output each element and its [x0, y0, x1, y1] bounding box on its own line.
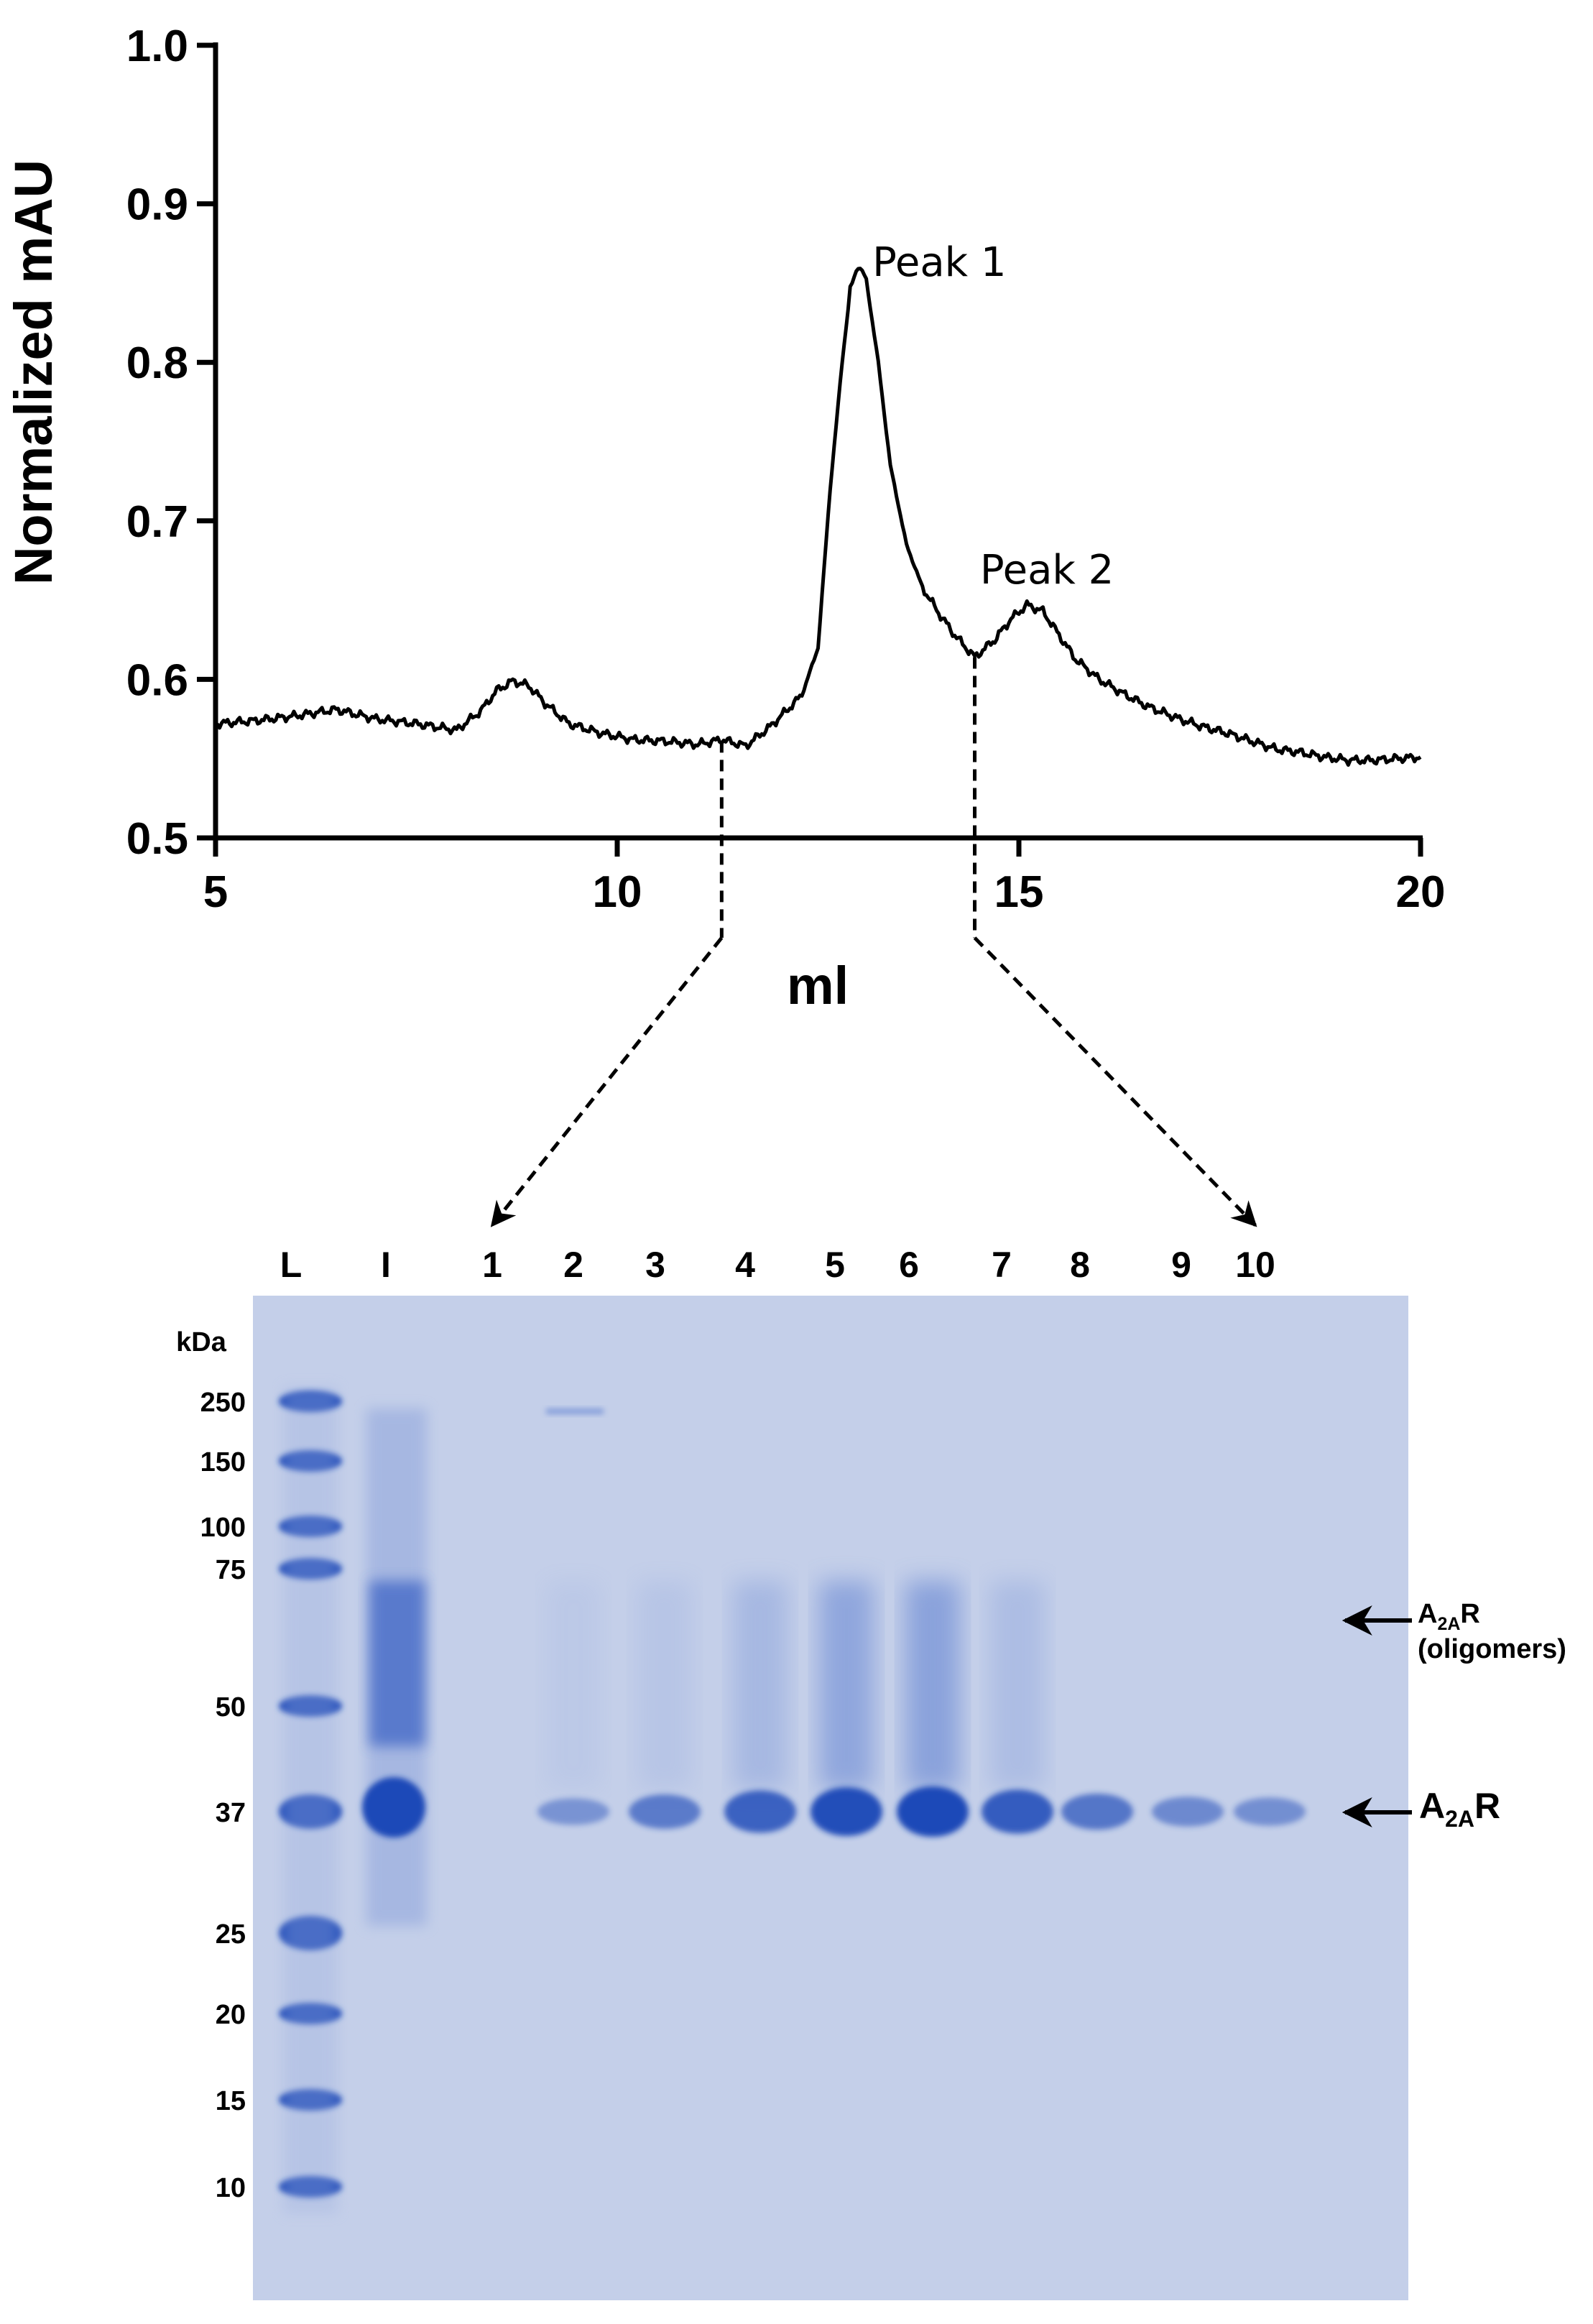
lane-labels: L I 1 2 3 4 5 6 7 8 9 10: [280, 1245, 1275, 1285]
marker-label: 20: [216, 2000, 246, 2030]
oligomer-label: A2AR: [1418, 1599, 1480, 1634]
marker-label: 100: [200, 1513, 246, 1543]
input-oligomer-smear: [369, 1581, 425, 1746]
monomer-band: [537, 1798, 609, 1825]
input-lane: [362, 1408, 427, 1926]
ladder-lane: [279, 1387, 342, 2213]
x-tick-label: 20: [1396, 867, 1446, 917]
oligomer-smear: [905, 1581, 960, 1789]
monomer-band: [1152, 1797, 1224, 1827]
monomer-band: [1234, 1797, 1306, 1826]
lane-label: 3: [645, 1245, 665, 1285]
marker-label: 250: [200, 1388, 246, 1418]
oligomer-smear: [990, 1581, 1045, 1789]
monomer-band: [811, 1787, 882, 1836]
peak-2-label: Peak 2: [980, 547, 1114, 594]
lane-label: 10: [1235, 1245, 1275, 1285]
x-tick-label: 15: [994, 867, 1044, 917]
oligomer-label-line2: (oligomers): [1418, 1634, 1566, 1664]
lane-label: 4: [735, 1245, 755, 1285]
lane-label: 5: [825, 1245, 845, 1285]
ladder-streak: [283, 1387, 338, 2213]
marker-labels: 250 150 100 75 50 37 25 20 15 10: [200, 1388, 246, 2203]
oligomer-smear: [546, 1581, 601, 1789]
peak-1-label: Peak 1: [872, 239, 1006, 286]
x-tick-label: 5: [203, 867, 228, 917]
lane-label: 8: [1070, 1245, 1090, 1285]
oligomer-smear: [819, 1581, 874, 1789]
monomer-band: [724, 1790, 796, 1833]
chromatogram-chart: 0.5 0.6 0.7 0.8 0.9 1.0 5 10 15 20 Normalized mA…: [4, 22, 1446, 1227]
lane-label: 1: [482, 1245, 502, 1285]
marker-label: 15: [216, 2086, 246, 2116]
oligomer-smear: [637, 1581, 692, 1789]
faint-band: [546, 1408, 604, 1414]
marker-label: 37: [216, 1798, 246, 1828]
marker-label: 50: [216, 1692, 246, 1723]
monomer-annotation: A2AR: [1342, 1786, 1500, 1832]
lane-label: 6: [899, 1245, 919, 1285]
marker-label: 150: [200, 1447, 246, 1477]
marker-label: 10: [216, 2173, 246, 2203]
input-monomer-band: [362, 1777, 425, 1837]
y-tick-label: 0.8: [126, 338, 188, 388]
monomer-band: [897, 1786, 969, 1837]
oligomer-smears: [546, 1408, 1045, 1789]
fraction-guide-arrow: [490, 936, 724, 1227]
lane-label: 9: [1171, 1245, 1191, 1285]
y-tick-label: 0.9: [126, 180, 188, 230]
marker-label: 25: [216, 1919, 246, 1950]
x-axis-title: ml: [787, 956, 849, 1015]
y-tick-label: 1.0: [126, 22, 188, 71]
y-axis-ticks: 0.5 0.6 0.7 0.8 0.9 1.0: [126, 22, 216, 864]
y-tick-label: 0.7: [126, 497, 188, 547]
y-tick-label: 0.5: [126, 814, 188, 864]
lane-label: I: [381, 1245, 391, 1285]
lane-label: 7: [992, 1245, 1012, 1285]
lane-label: L: [280, 1245, 303, 1285]
lane-label: 2: [563, 1245, 583, 1285]
fraction-range-guides: [490, 657, 1257, 1227]
sds-page-gel: L I 1 2 3 4 5 6 7 8 9 10 kDa 250 150 100 75 50 37 25 20 15 1…: [176, 1245, 1566, 2300]
monomer-band: [629, 1794, 701, 1829]
x-tick-label: 10: [593, 867, 642, 917]
monomer-bands: [537, 1786, 1306, 1837]
fraction-guide-arrow: [973, 936, 1257, 1227]
y-axis-title: Normalized mAU: [4, 160, 63, 585]
x-axis-ticks: 5 10 15 20: [203, 838, 1446, 917]
y-tick-label: 0.6: [126, 655, 188, 705]
oligomer-annotation: A2AR (oligomers): [1342, 1599, 1566, 1664]
monomer-band: [982, 1789, 1053, 1834]
marker-label: 75: [216, 1555, 246, 1585]
monomer-label: A2AR: [1419, 1786, 1500, 1832]
absorbance-trace: [216, 267, 1422, 767]
oligomer-smear: [733, 1581, 788, 1789]
monomer-band: [1061, 1793, 1133, 1830]
kda-header: kDa: [176, 1327, 227, 1357]
